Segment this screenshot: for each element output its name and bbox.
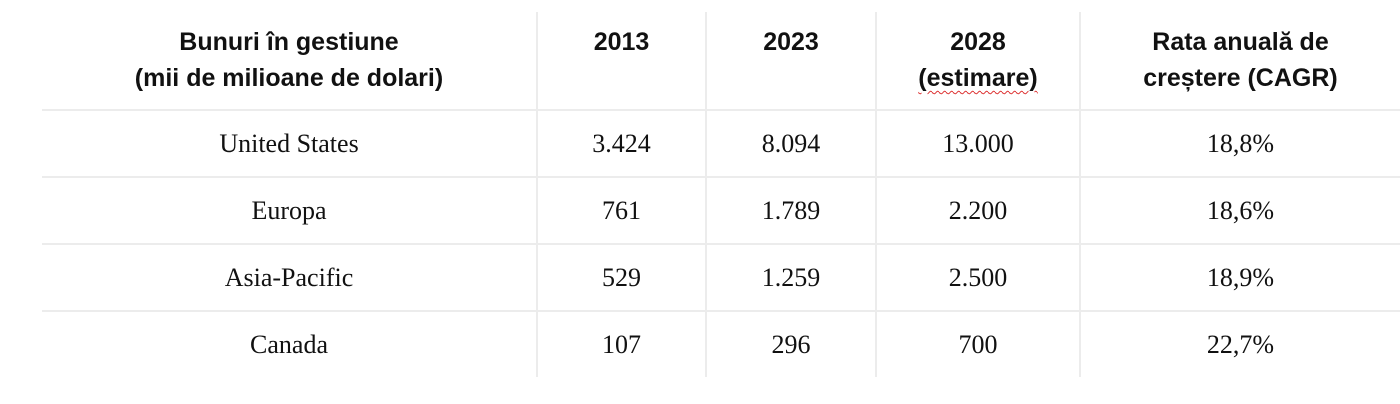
header-text: Rata anuală de bbox=[1152, 28, 1329, 56]
value-cell: 22,7% bbox=[1079, 310, 1400, 377]
table-body: United States 3.424 8.094 13.000 18,8% Europa… bbox=[42, 109, 1400, 377]
header-text: 2023 bbox=[763, 28, 819, 56]
header-cell: Bunuri în gestiune (mii de milioane de do… bbox=[42, 12, 537, 110]
data-table: Bunuri în gestiune (mii de milioane de do… bbox=[42, 12, 1400, 377]
value-cell: 700 bbox=[875, 310, 1080, 377]
header-text: (estimare) bbox=[918, 64, 1038, 92]
header-cell: Rata anuală de creștere (CAGR) bbox=[1079, 12, 1400, 110]
table-row: Asia-Pacific 529 1.259 2.500 18,9% bbox=[42, 243, 1400, 311]
region-cell: Asia-Pacific bbox=[42, 243, 537, 311]
value-cell: 1.259 bbox=[705, 243, 876, 311]
region-cell: United States bbox=[42, 109, 537, 177]
value-cell: 529 bbox=[536, 243, 706, 311]
value-cell: 18,9% bbox=[1079, 243, 1400, 311]
table-header: Bunuri în gestiune (mii de milioane de do… bbox=[42, 12, 1400, 110]
header-cell: 2023 bbox=[705, 12, 876, 110]
value-cell: 3.424 bbox=[536, 109, 706, 177]
table-row: Canada 107 296 700 22,7% bbox=[42, 310, 1400, 377]
header-text: (mii de milioane de dolari) bbox=[134, 64, 444, 92]
value-cell: 2.200 bbox=[875, 176, 1080, 244]
header-text: 2028 bbox=[950, 28, 1006, 56]
value-cell: 18,6% bbox=[1079, 176, 1400, 244]
header-cell: 2013 bbox=[536, 12, 706, 110]
table-row: United States 3.424 8.094 13.000 18,8% bbox=[42, 109, 1400, 177]
value-cell: 761 bbox=[536, 176, 706, 244]
header-text: 2013 bbox=[593, 28, 650, 56]
region-cell: Canada bbox=[42, 310, 537, 377]
header-cell: 2028 (estimare) bbox=[875, 12, 1080, 110]
value-cell: 1.789 bbox=[705, 176, 876, 244]
header-text: Bunuri în gestiune bbox=[179, 28, 399, 56]
region-cell: Europa bbox=[42, 176, 537, 244]
value-cell: 296 bbox=[705, 310, 876, 377]
table-row: Europa 761 1.789 2.200 18,6% bbox=[42, 176, 1400, 244]
value-cell: 8.094 bbox=[705, 109, 876, 177]
value-cell: 18,8% bbox=[1079, 109, 1400, 177]
header-text: creștere (CAGR) bbox=[1143, 64, 1338, 92]
value-cell: 107 bbox=[536, 310, 706, 377]
header-row: Bunuri în gestiune (mii de milioane de do… bbox=[42, 12, 1400, 110]
value-cell: 13.000 bbox=[875, 109, 1080, 177]
value-cell: 2.500 bbox=[875, 243, 1080, 311]
